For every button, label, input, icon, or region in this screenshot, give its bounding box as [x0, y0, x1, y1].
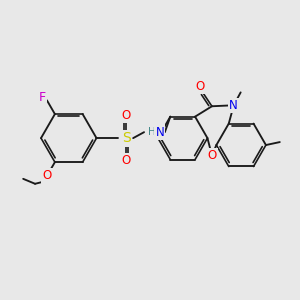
Text: O: O	[195, 80, 205, 93]
Text: O: O	[42, 169, 52, 182]
Text: N: N	[155, 126, 164, 139]
Text: S: S	[122, 131, 130, 145]
Text: F: F	[38, 91, 46, 104]
Text: H: H	[148, 127, 156, 137]
Text: N: N	[229, 99, 238, 112]
Text: O: O	[122, 109, 131, 122]
Text: O: O	[207, 149, 217, 162]
Text: O: O	[122, 154, 131, 167]
